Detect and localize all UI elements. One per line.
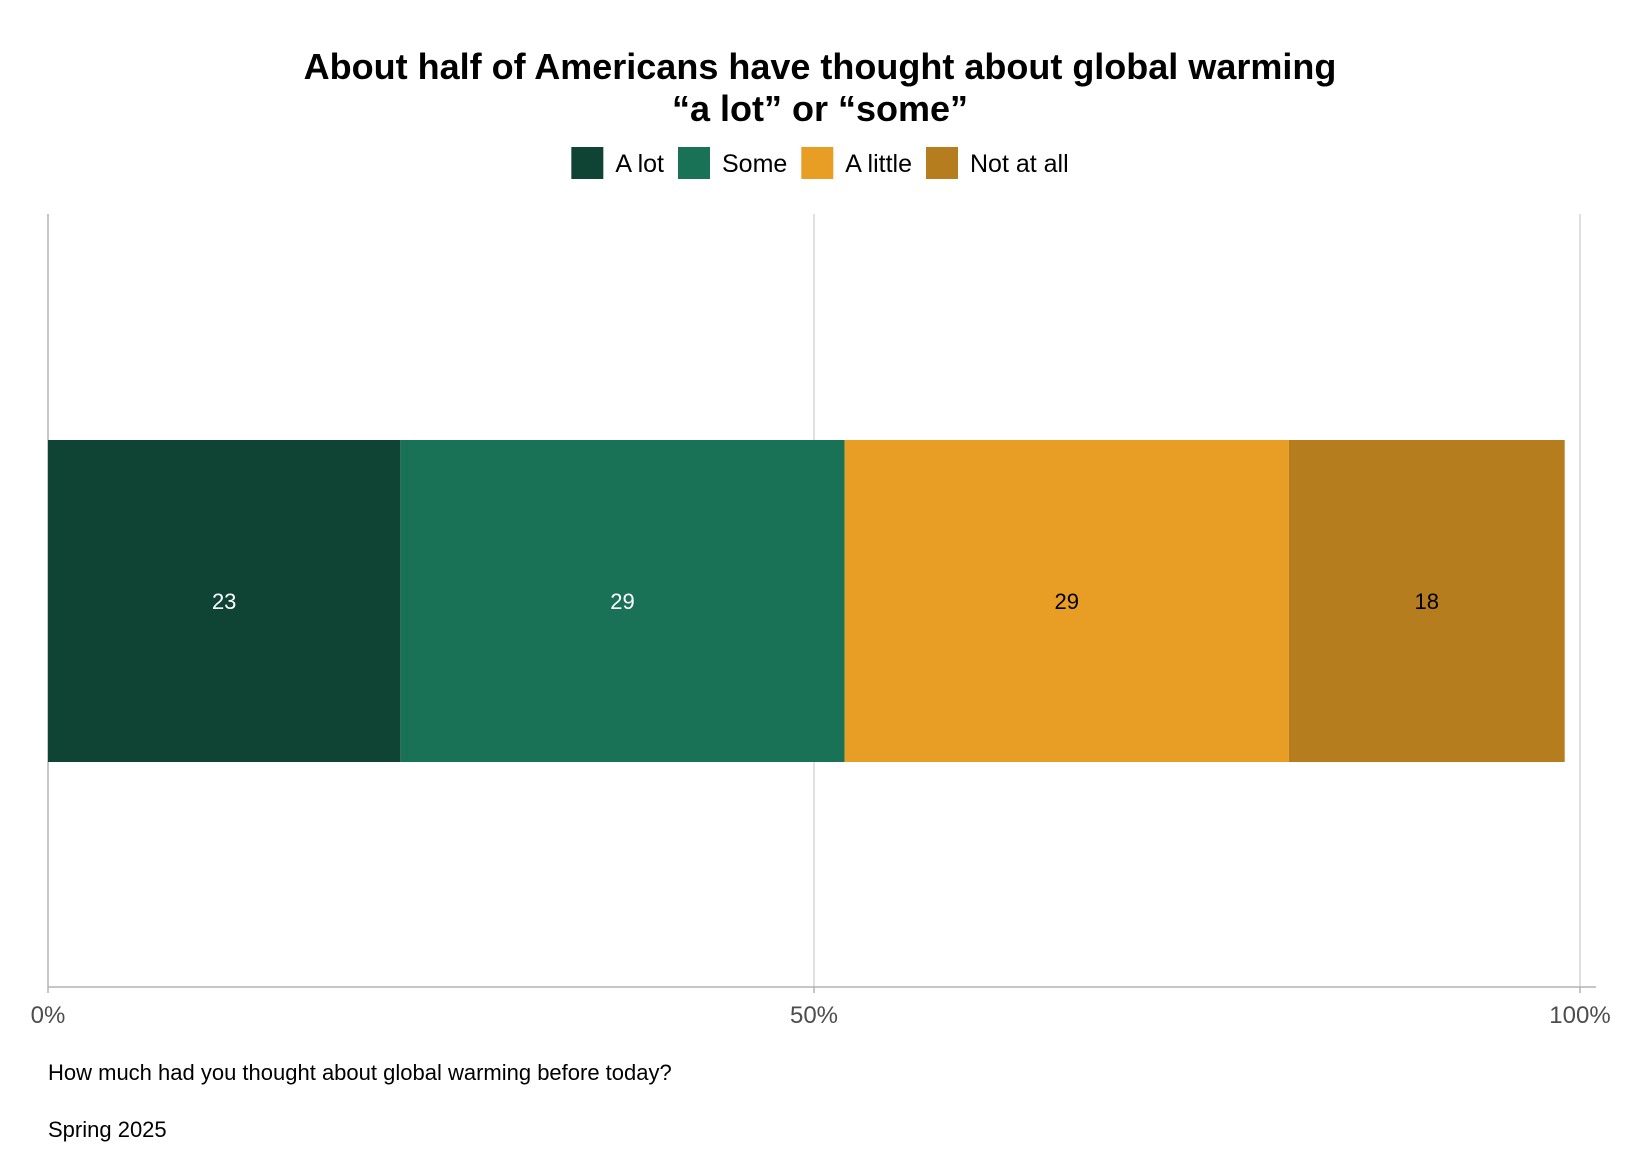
legend-item-not-at-all: Not at all: [926, 147, 1069, 179]
bar-segment-some: [400, 440, 845, 762]
x-tick-label-3: 100%: [1549, 1002, 1610, 1029]
x-tick-label-1: 0%: [31, 1002, 66, 1029]
legend-label: A little: [845, 150, 912, 178]
x-axis-ticks: 0% 50% 100%: [31, 987, 1611, 1029]
legend-swatch: [801, 147, 834, 179]
legend-swatch: [926, 147, 958, 179]
bar-label-a-little: 29: [1055, 589, 1079, 614]
legend-label: Some: [722, 150, 787, 178]
chart-title-line-2: “a lot” or “some”: [672, 88, 968, 129]
legend: A lot Some A little Not at all: [571, 147, 1069, 179]
legend-swatch: [677, 147, 710, 179]
legend-swatch: [571, 147, 604, 179]
x-tick-label-2: 50%: [790, 1002, 838, 1029]
bar-segment-a-little: [844, 440, 1289, 762]
legend-item-some: Some: [677, 147, 787, 179]
bar-segment-not-at-all: [1288, 440, 1565, 762]
bar-label-some: 29: [610, 589, 634, 614]
chart-title-line-1: About half of Americans have thought abo…: [304, 46, 1337, 87]
survey-question-caption: How much had you thought about global wa…: [48, 1060, 672, 1085]
bars: 23 29 29 18: [48, 440, 1565, 762]
legend-item-a-little: A little: [801, 147, 912, 179]
legend-label: A lot: [615, 150, 664, 178]
legend-label: Not at all: [970, 150, 1069, 178]
legend-item-a-lot: A lot: [571, 147, 664, 179]
survey-period-caption: Spring 2025: [48, 1117, 167, 1142]
bar-segment-a-lot: [48, 440, 401, 762]
bar-label-a-lot: 23: [212, 589, 236, 614]
bar-label-not-at-all: 18: [1415, 589, 1439, 614]
